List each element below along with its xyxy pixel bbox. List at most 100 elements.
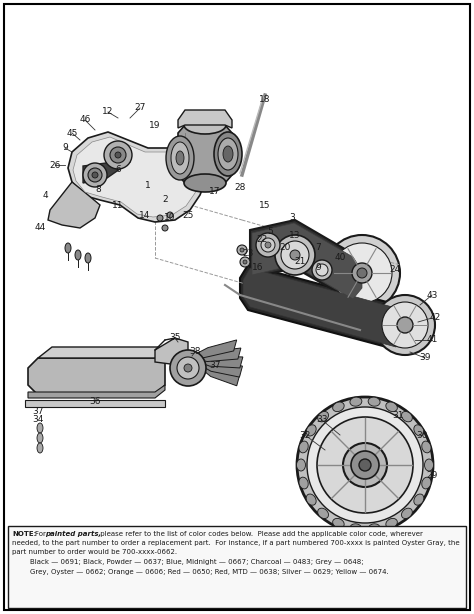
- Text: 46: 46: [79, 115, 91, 125]
- Text: 16: 16: [252, 263, 264, 273]
- Text: 32: 32: [299, 430, 310, 440]
- Ellipse shape: [307, 407, 423, 523]
- Ellipse shape: [386, 518, 397, 528]
- Ellipse shape: [357, 268, 367, 278]
- Ellipse shape: [157, 215, 163, 221]
- Text: 23: 23: [242, 249, 254, 257]
- Text: 35: 35: [169, 333, 181, 343]
- Ellipse shape: [37, 433, 43, 443]
- Text: 10: 10: [164, 214, 176, 222]
- Text: 19: 19: [149, 120, 161, 130]
- Ellipse shape: [297, 397, 433, 533]
- Text: 29: 29: [426, 470, 438, 480]
- Ellipse shape: [359, 459, 371, 471]
- Text: 5: 5: [267, 228, 273, 236]
- Text: 41: 41: [426, 335, 438, 344]
- Text: 38: 38: [189, 348, 201, 357]
- Text: 43: 43: [426, 290, 438, 300]
- Text: 4: 4: [42, 190, 48, 200]
- Text: painted parts,: painted parts,: [45, 531, 101, 537]
- Polygon shape: [188, 348, 241, 362]
- Ellipse shape: [290, 250, 300, 260]
- Polygon shape: [48, 182, 100, 228]
- Ellipse shape: [214, 132, 242, 176]
- Polygon shape: [188, 358, 243, 377]
- Ellipse shape: [162, 225, 168, 231]
- Ellipse shape: [88, 168, 102, 182]
- Ellipse shape: [382, 302, 428, 348]
- Polygon shape: [188, 356, 243, 368]
- Text: 3: 3: [289, 214, 295, 222]
- Text: 22: 22: [256, 236, 268, 244]
- Text: 18: 18: [259, 96, 271, 104]
- Ellipse shape: [422, 441, 431, 453]
- Ellipse shape: [184, 364, 192, 372]
- Ellipse shape: [184, 174, 226, 192]
- Ellipse shape: [83, 163, 107, 187]
- Ellipse shape: [218, 138, 238, 170]
- Text: 37: 37: [209, 360, 221, 370]
- Ellipse shape: [375, 295, 435, 355]
- Bar: [0, 5, 474, 530]
- Ellipse shape: [37, 423, 43, 433]
- Text: 8: 8: [95, 185, 101, 195]
- Polygon shape: [240, 265, 408, 350]
- Text: 11: 11: [112, 201, 124, 209]
- Ellipse shape: [414, 425, 424, 436]
- Ellipse shape: [176, 151, 184, 165]
- Ellipse shape: [243, 260, 247, 264]
- Text: 2: 2: [162, 195, 168, 204]
- Text: 25: 25: [182, 211, 194, 219]
- Ellipse shape: [240, 257, 250, 267]
- Ellipse shape: [281, 241, 309, 269]
- Polygon shape: [155, 338, 188, 365]
- Ellipse shape: [324, 235, 400, 311]
- Ellipse shape: [316, 264, 328, 276]
- Text: 14: 14: [139, 211, 151, 219]
- Text: needed, to the part number to order a replacement part.  For instance, if a part: needed, to the part number to order a re…: [12, 540, 460, 546]
- Ellipse shape: [265, 242, 271, 248]
- Polygon shape: [25, 400, 165, 407]
- Ellipse shape: [306, 494, 316, 505]
- Ellipse shape: [223, 146, 233, 162]
- Polygon shape: [68, 132, 208, 222]
- Text: 21: 21: [294, 257, 306, 266]
- Ellipse shape: [333, 518, 344, 528]
- Ellipse shape: [299, 477, 308, 489]
- Text: 40: 40: [334, 254, 346, 263]
- Polygon shape: [38, 347, 165, 358]
- Text: 44: 44: [35, 223, 46, 233]
- Ellipse shape: [351, 451, 379, 479]
- Text: 27: 27: [134, 104, 146, 112]
- Text: 7: 7: [315, 244, 321, 252]
- Polygon shape: [252, 223, 362, 299]
- Polygon shape: [188, 340, 237, 358]
- Ellipse shape: [104, 141, 132, 169]
- Text: 37: 37: [32, 408, 44, 416]
- Ellipse shape: [386, 402, 397, 411]
- Bar: [8, 526, 466, 608]
- Text: 45: 45: [66, 128, 78, 138]
- Text: 39: 39: [419, 354, 431, 362]
- Polygon shape: [28, 385, 165, 398]
- Ellipse shape: [343, 443, 387, 487]
- Ellipse shape: [332, 243, 392, 303]
- Ellipse shape: [317, 417, 413, 513]
- Text: please refer to the list of color codes below.  Please add the applicable color : please refer to the list of color codes …: [98, 531, 423, 537]
- Polygon shape: [178, 125, 232, 183]
- Ellipse shape: [65, 243, 71, 253]
- Ellipse shape: [318, 508, 328, 519]
- Ellipse shape: [350, 397, 362, 406]
- Ellipse shape: [350, 524, 362, 533]
- Ellipse shape: [115, 152, 121, 158]
- Ellipse shape: [275, 235, 315, 275]
- Text: 20: 20: [279, 244, 291, 252]
- Text: For: For: [35, 531, 48, 537]
- Text: NOTE:: NOTE:: [12, 531, 36, 537]
- Text: 24: 24: [389, 265, 401, 274]
- Text: 26: 26: [49, 160, 61, 169]
- Text: Black — 0691; Black, Powder — 0637; Blue, Midnight — 0667; Charcoal — 0483; Grey: Black — 0691; Black, Powder — 0637; Blue…: [12, 559, 364, 565]
- Text: 6: 6: [115, 166, 121, 174]
- Text: 12: 12: [102, 107, 114, 117]
- Text: 36: 36: [89, 397, 101, 406]
